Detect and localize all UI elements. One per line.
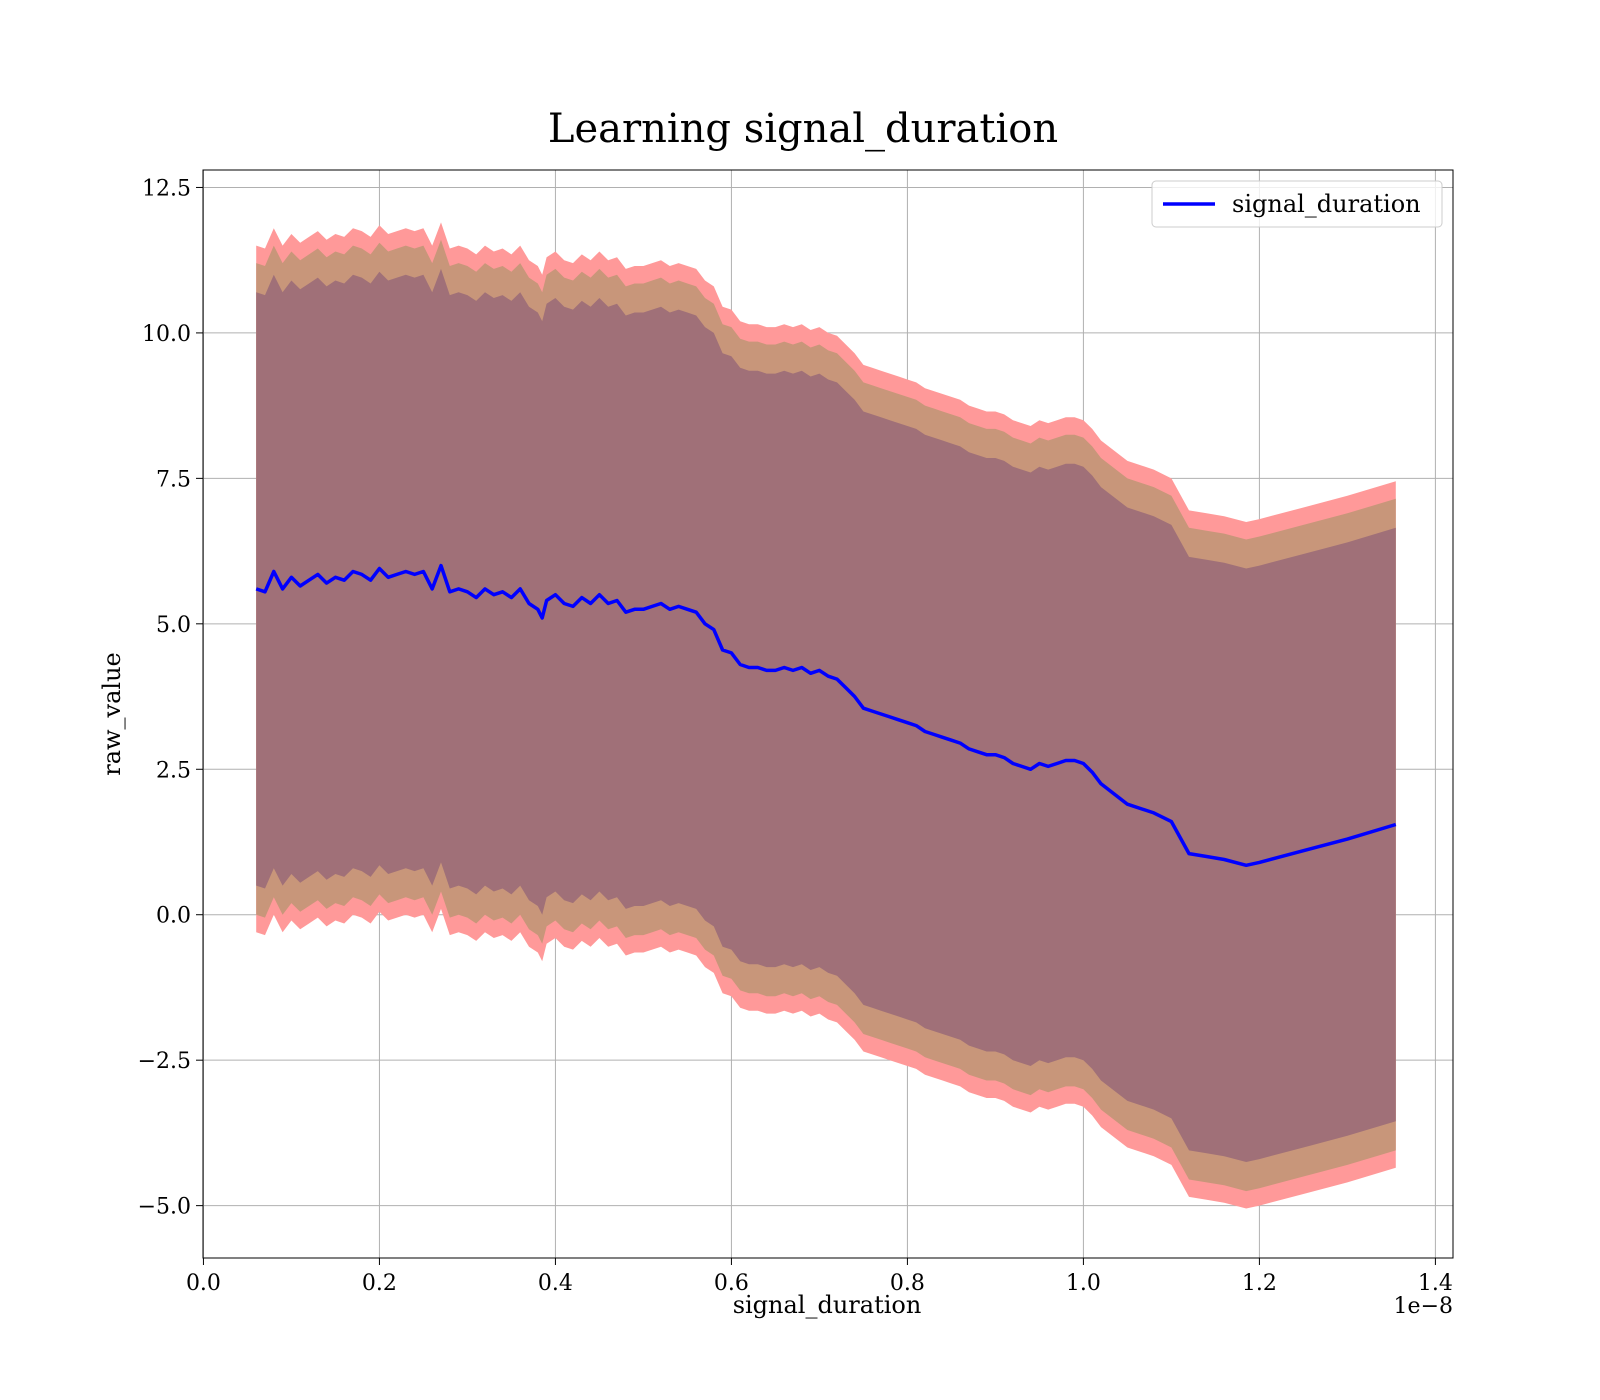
y-axis-label: raw_value — [98, 652, 126, 776]
legend-box — [1151, 180, 1443, 228]
plot-frame — [202, 169, 1454, 1259]
axis-ticks: 0.0 0.2 0.4 0.6 0.8 1.0 1.2 1.4 −5.0 −2.5 0.0 2.5 5.… — [138, 176, 1453, 1296]
y-tick-label: −5.0 — [138, 1195, 191, 1220]
series-line-signal-duration — [255, 563, 1397, 868]
x-tick-label: 0.4 — [538, 1271, 573, 1296]
y-tick-label: 2.5 — [156, 758, 191, 783]
x-axis-offset-label: 1e−8 — [1394, 1294, 1453, 1319]
y-tick-label: 12.5 — [142, 176, 191, 201]
x-tick-label: 0.8 — [890, 1271, 925, 1296]
x-tick-label: 1.0 — [1066, 1271, 1101, 1296]
legend-label: signal_duration — [1232, 190, 1421, 218]
x-axis-label: signal_duration — [733, 1291, 922, 1319]
y-tick-label: 10.0 — [142, 322, 191, 347]
chart-title: Learning signal_duration — [548, 106, 1058, 152]
y-tick-label: 7.5 — [156, 467, 191, 492]
y-tick-label: 5.0 — [156, 613, 191, 638]
series-lines — [255, 563, 1397, 868]
legend: signal_duration — [1151, 180, 1443, 228]
y-tick-label: −2.5 — [138, 1049, 191, 1074]
x-tick-label: 0.2 — [362, 1271, 397, 1296]
band-inner — [256, 268, 1396, 1162]
x-tick-label: 0.0 — [186, 1271, 221, 1296]
x-tick-label: 1.2 — [1242, 1271, 1277, 1296]
x-tick-label: 1.4 — [1418, 1271, 1453, 1296]
x-tick-label: 0.6 — [714, 1271, 749, 1296]
y-tick-label: 0.0 — [156, 904, 191, 929]
confidence-bands — [256, 222, 1396, 1209]
